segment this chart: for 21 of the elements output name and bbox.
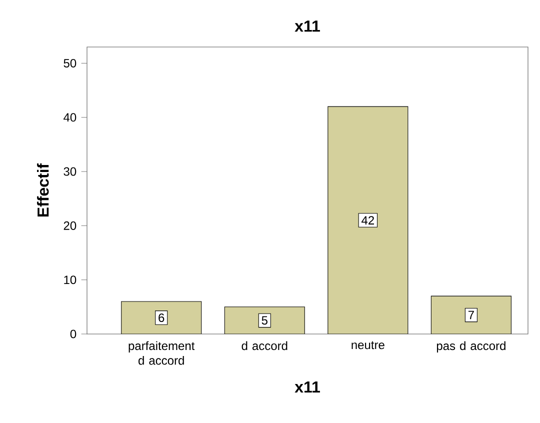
- data-label: 5: [262, 316, 268, 325]
- data-label: 6: [158, 313, 164, 322]
- data-label: 7: [468, 310, 474, 320]
- y-tick-label: 30: [64, 167, 76, 176]
- y-tick-label: 10: [64, 276, 76, 284]
- chart-title: x11: [294, 20, 320, 32]
- bar: [121, 301, 202, 334]
- y-tick-label: 20: [64, 221, 76, 230]
- y-axis-title: Effectif: [37, 163, 49, 217]
- x-axis-title: x11: [294, 381, 320, 392]
- x-tick-label: neutre: [352, 341, 384, 350]
- x-tick-label: pas d accord: [436, 341, 506, 352]
- y-tick-label: 50: [64, 58, 76, 68]
- bar: [328, 106, 408, 334]
- bar: [430, 296, 512, 334]
- data-label: 42: [362, 216, 374, 224]
- y-tick-label: 40: [64, 113, 76, 122]
- x-tick-label: d accord: [242, 341, 288, 350]
- bar: [224, 306, 305, 334]
- y-tick-label: 0: [70, 330, 76, 338]
- x-tick-label: parfaitement d accord: [128, 341, 195, 365]
